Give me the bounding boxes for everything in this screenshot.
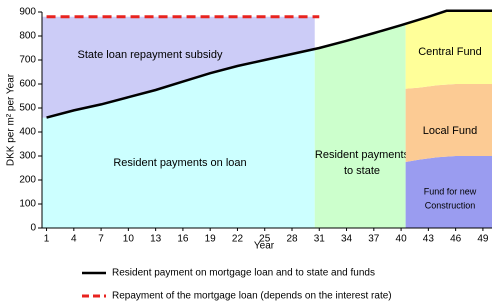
fund-label: Fund for new — [424, 186, 477, 196]
x-tick-label: 34 — [341, 234, 353, 245]
y-tick-label: 100 — [19, 199, 36, 210]
y-tick-label: 700 — [19, 55, 36, 66]
fund-area — [405, 156, 492, 228]
y-tick-label: 600 — [19, 79, 36, 90]
x-tick-label: 10 — [123, 234, 135, 245]
region — [314, 23, 406, 228]
x-tick-label: 19 — [205, 234, 217, 245]
x-tick-label: 25 — [259, 234, 271, 245]
region-label: to state — [344, 165, 380, 177]
fund-area — [405, 84, 492, 162]
fund-area — [405, 10, 492, 89]
x-tick-label: 31 — [314, 234, 326, 245]
y-tick-label: 0 — [30, 223, 36, 234]
y-tick-label: 800 — [19, 31, 36, 42]
legend-label: Repayment of the mortgage loan (depends … — [112, 291, 392, 302]
x-tick-label: 46 — [450, 234, 462, 245]
region-label: State loan repayment subsidy — [78, 49, 223, 61]
fund-label: Local Fund — [423, 125, 477, 137]
y-axis-label: DKK per m² per Year — [6, 73, 17, 166]
series-line — [46, 9, 492, 119]
fund-label: Central Fund — [418, 46, 482, 58]
x-tick-label: 22 — [232, 234, 244, 245]
fund-label: Construction — [425, 200, 476, 210]
x-tick-label: 40 — [396, 234, 408, 245]
x-tick-label: 49 — [477, 234, 489, 245]
x-axis-label: Year — [254, 241, 275, 252]
x-tick-label: 13 — [150, 234, 162, 245]
legend-label: Resident payment on mortgage loan and to… — [112, 268, 375, 279]
y-tick-label: 500 — [19, 103, 36, 114]
region-label: Resident payments — [315, 149, 410, 161]
x-tick-label: 7 — [98, 234, 104, 245]
y-tick-label: 400 — [19, 127, 36, 138]
x-tick-label: 16 — [177, 234, 189, 245]
region — [42, 49, 315, 228]
x-tick-label: 43 — [423, 234, 435, 245]
y-tick-label: 900 — [19, 7, 36, 18]
x-tick-label: 1 — [44, 234, 50, 245]
y-tick-label: 200 — [19, 175, 36, 186]
region-label: Resident payments on loan — [113, 157, 246, 169]
x-tick-label: 37 — [368, 234, 380, 245]
x-tick-label: 4 — [71, 234, 77, 245]
x-tick-label: 28 — [286, 234, 298, 245]
y-tick-label: 300 — [19, 151, 36, 162]
region — [42, 16, 315, 118]
